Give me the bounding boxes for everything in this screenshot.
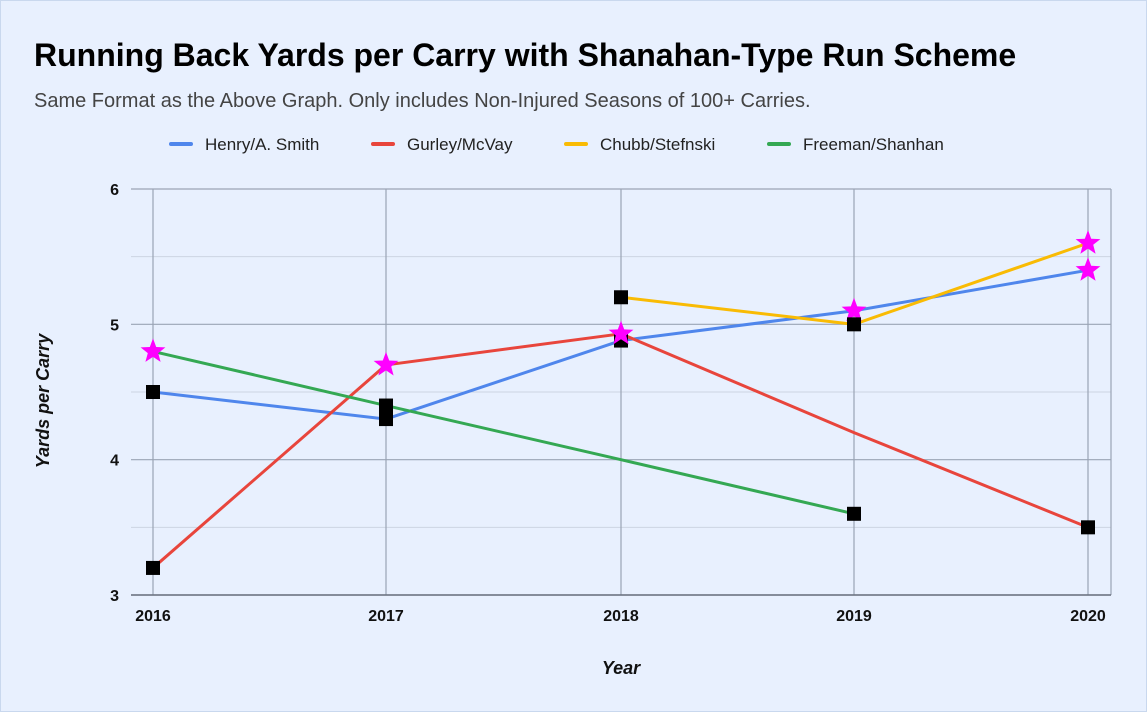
data-point-square [847, 317, 861, 332]
y-axis-ticks: 3 4 5 6 [110, 182, 119, 605]
y-axis-label: Yards per Carry [33, 333, 53, 468]
data-point-square [379, 412, 393, 427]
data-point-star [1075, 230, 1101, 254]
data-point-star [841, 297, 867, 322]
y-tick-label: 3 [110, 588, 119, 605]
data-point-star [373, 351, 399, 376]
legend-label: Freeman/Shanhan [803, 135, 944, 154]
data-point-square [847, 506, 861, 521]
legend: Henry/A. Smith Gurley/McVay Chubb/Stefnski… [169, 135, 944, 154]
data-point-star [608, 320, 634, 345]
x-tick-label: 2017 [368, 608, 404, 625]
legend-label: Chubb/Stefnski [600, 135, 715, 154]
y-tick-label: 4 [110, 453, 119, 470]
x-tick-label: 2019 [836, 608, 872, 625]
legend-label: Henry/A. Smith [205, 135, 319, 154]
data-point-star [1075, 257, 1101, 281]
x-tick-label: 2018 [603, 608, 639, 625]
grid-lines [131, 188, 1112, 596]
legend-label: Gurley/McVay [407, 135, 513, 154]
series-line [152, 349, 855, 516]
x-tick-label: 2020 [1070, 608, 1106, 625]
data-point-square [379, 398, 393, 413]
y-tick-label: 6 [110, 182, 119, 199]
chart-title: Running Back Yards per Carry with Shanah… [34, 37, 1016, 73]
data-point-star [140, 338, 166, 362]
x-axis-ticks: 2016 2017 2018 2019 2020 [135, 608, 1106, 625]
data-point-square [614, 290, 628, 305]
y-tick-label: 5 [110, 317, 119, 334]
data-point-square [146, 385, 160, 399]
data-point-square [1081, 520, 1095, 535]
x-axis-label: Year [602, 658, 641, 678]
x-tick-label: 2016 [135, 608, 171, 625]
data-point-square [146, 560, 160, 575]
chart-subtitle: Same Format as the Above Graph. Only inc… [34, 90, 811, 112]
data-markers [140, 230, 1101, 575]
